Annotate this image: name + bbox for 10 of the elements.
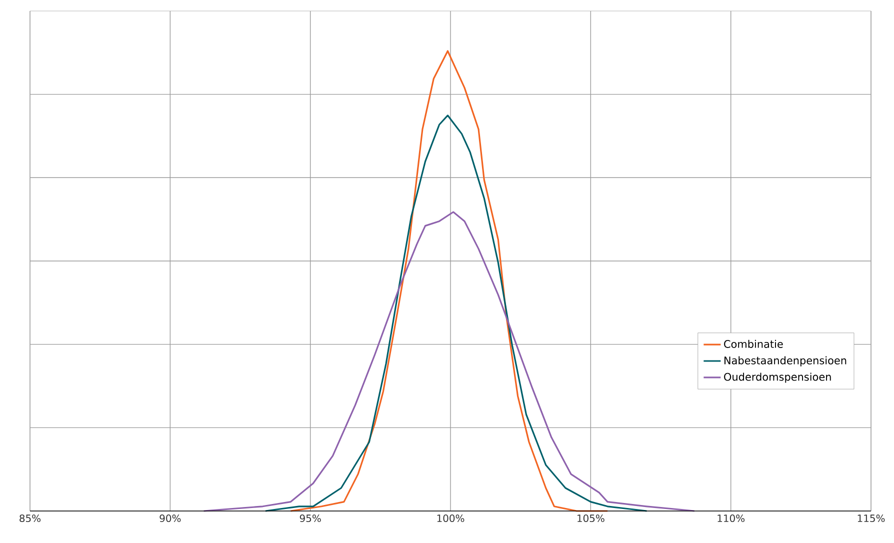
x-tick-label: 85% [20, 514, 41, 522]
x-tick-label: 90% [160, 514, 181, 522]
x-tick-label: 95% [300, 514, 321, 522]
x-tick-label: 100% [437, 514, 464, 522]
legend-label: Ouderdomspensioen [724, 372, 831, 383]
x-tick-label: 110% [718, 514, 745, 522]
x-tick-label: 115% [858, 514, 885, 522]
x-tick-label: 105% [578, 514, 604, 522]
legend-label: Nabestaandenpensioen [724, 356, 846, 366]
legend-label: Combinatie [724, 340, 783, 348]
